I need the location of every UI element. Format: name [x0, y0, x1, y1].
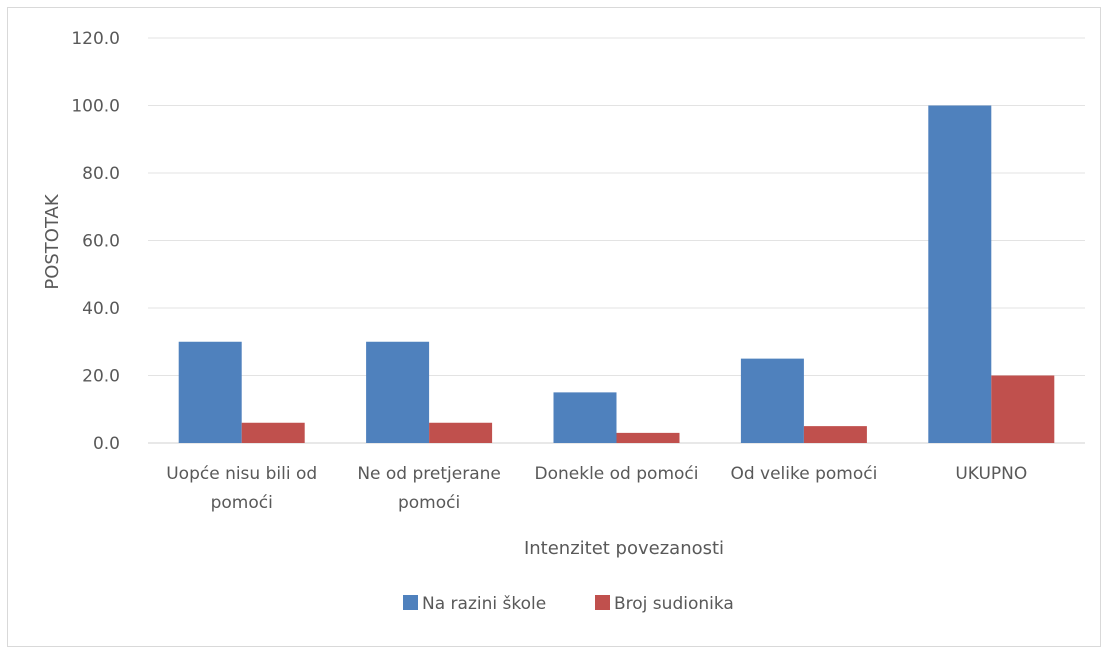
- x-axis-ticks: Uopće nisu bili od pomoći Ne od pretjerane…: [166, 464, 1027, 513]
- x-tick-label: Donekle od pomoći: [535, 464, 699, 484]
- x-tick-label: pomoći: [211, 493, 273, 513]
- bar-na-razini-skole: [366, 341, 430, 443]
- bar-broj-sudionika: [241, 422, 305, 443]
- bars: [178, 105, 1055, 443]
- y-tick-label: 40.0: [82, 299, 120, 319]
- x-tick-label: Uopće nisu bili od: [166, 464, 317, 484]
- bar-broj-sudionika: [991, 375, 1055, 443]
- y-tick-label: 80.0: [82, 164, 120, 184]
- bar-na-razini-skole: [740, 358, 804, 443]
- bar-broj-sudionika: [616, 432, 680, 443]
- y-tick-label: 60.0: [82, 232, 120, 252]
- x-tick-label: UKUPNO: [955, 464, 1027, 484]
- y-axis-ticks: 0.0 20.0 40.0 60.0 80.0 100.0 120.0: [71, 29, 120, 454]
- x-tick-label: Ne od pretjerane: [357, 464, 501, 484]
- bar-na-razini-skole: [553, 392, 617, 443]
- bar-na-razini-skole: [928, 105, 992, 443]
- x-axis-title: Intenzitet povezanosti: [524, 538, 724, 559]
- y-tick-label: 20.0: [82, 367, 120, 387]
- bar-na-razini-skole: [178, 341, 242, 443]
- y-tick-label: 0.0: [93, 434, 120, 454]
- legend-swatch: [403, 595, 418, 610]
- bar-broj-sudionika: [803, 426, 867, 443]
- legend-label: Na razini škole: [422, 594, 546, 614]
- y-tick-label: 100.0: [71, 97, 120, 117]
- y-axis-title: POSTOTAK: [42, 193, 63, 290]
- bar-broj-sudionika: [429, 422, 493, 443]
- legend: Na razini škole Broj sudionika: [403, 594, 734, 614]
- x-tick-label: Od velike pomoći: [730, 464, 877, 484]
- legend-swatch: [595, 595, 610, 610]
- legend-label: Broj sudionika: [614, 594, 734, 614]
- y-tick-label: 120.0: [71, 29, 120, 49]
- x-tick-label: pomoći: [398, 493, 460, 513]
